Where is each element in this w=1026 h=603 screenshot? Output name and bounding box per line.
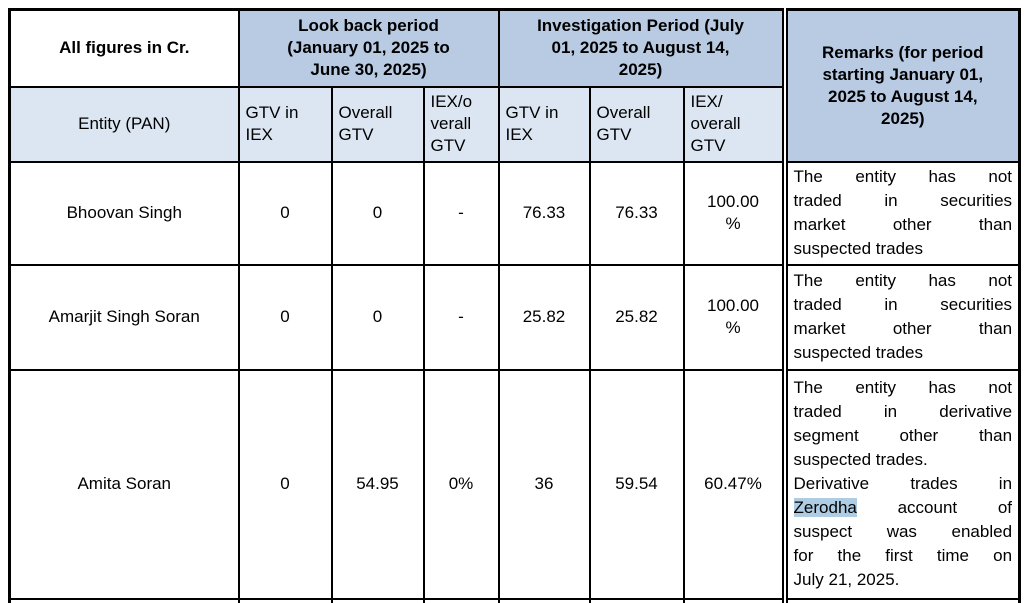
lb-overall-gtv-value: 54.95 bbox=[330, 368, 425, 600]
lb-gtv-iex-value: 0 bbox=[237, 263, 333, 371]
ip-gtv-iex-value bbox=[497, 597, 591, 603]
table-row-amita-soran: Amita Soran 0 54.95 0% 36 59.54 60.47% T… bbox=[8, 368, 1021, 600]
gtv-comparison-table: All figures in Cr. Look back period (Jan… bbox=[8, 8, 1022, 603]
remarks-line: suspected trades. bbox=[793, 450, 928, 469]
remarks-cell: The entity has not traded in securities … bbox=[781, 160, 1021, 266]
table-row-bhoovan-singh: Bhoovan Singh 0 0 - 76.33 76.33 100.00 %… bbox=[8, 160, 1021, 266]
table-row-partial bbox=[8, 597, 1021, 603]
ip-gtv-iex-value: 36 bbox=[497, 368, 591, 600]
entity-pan-header: Entity (PAN) bbox=[8, 85, 240, 163]
entity-name: Bhoovan Singh bbox=[8, 160, 240, 266]
lb-overall-gtv-value: 0 bbox=[330, 160, 425, 266]
remarks-header: Remarks (for period starting January 01,… bbox=[781, 8, 1021, 163]
lb-gtv-iex-value: 0 bbox=[237, 368, 333, 600]
ip-iex-overall-value: 100.00 % bbox=[682, 160, 786, 266]
ip-gtv-iex-value: 25.82 bbox=[497, 263, 591, 371]
remarks-line: The entity has not bbox=[793, 271, 1013, 290]
remarks-line: The entity has not bbox=[793, 167, 1013, 186]
remarks-line-rest: account of bbox=[856, 498, 1013, 517]
remarks-line: traded in securities bbox=[793, 191, 1013, 210]
investigation-gtv-iex-header: GTV in IEX bbox=[497, 85, 591, 163]
ip-iex-overall-value: 100.00 % bbox=[682, 263, 786, 371]
lb-gtv-iex-value bbox=[237, 597, 333, 603]
ip-gtv-iex-value: 76.33 bbox=[497, 160, 591, 266]
ip-overall-gtv-value: 59.54 bbox=[588, 368, 685, 600]
lb-overall-gtv-value: 0 bbox=[330, 263, 425, 371]
corner-label: All figures in Cr. bbox=[8, 8, 240, 88]
ip-iex-overall-value: 60.47% bbox=[682, 368, 786, 600]
investigation-iex-overall-header: IEX/ overall GTV bbox=[682, 85, 786, 163]
remarks-line: July 21, 2025. bbox=[793, 570, 900, 589]
lb-iex-overall-value bbox=[422, 597, 500, 603]
lookback-period-header: Look back period (January 01, 2025 to Ju… bbox=[237, 8, 500, 88]
remarks-line: traded in securities bbox=[793, 295, 1013, 314]
lb-iex-overall-value: - bbox=[422, 263, 500, 371]
remarks-line: suspect was enabled bbox=[793, 522, 1013, 541]
entity-name: Amarjit Singh Soran bbox=[8, 263, 240, 371]
remarks-line: traded in derivative bbox=[793, 402, 1013, 421]
remarks-line: suspected trades bbox=[793, 239, 923, 258]
remarks-line: market other than bbox=[793, 319, 1013, 338]
ip-iex-overall-value bbox=[682, 597, 786, 603]
remarks-cell bbox=[781, 597, 1021, 603]
lb-overall-gtv-value bbox=[330, 597, 425, 603]
entity-name: Amita Soran bbox=[8, 368, 240, 600]
entity-name bbox=[8, 597, 240, 603]
lookback-iex-overall-header: IEX/o verall GTV bbox=[422, 85, 500, 163]
table-row-amarjit-singh-soran: Amarjit Singh Soran 0 0 - 25.82 25.82 10… bbox=[8, 263, 1021, 371]
lb-iex-overall-value: 0% bbox=[422, 368, 500, 600]
lookback-gtv-iex-header: GTV in IEX bbox=[237, 85, 333, 163]
lookback-overall-gtv-header: Overall GTV bbox=[330, 85, 425, 163]
remarks-line: segment other than bbox=[793, 426, 1013, 445]
ip-overall-gtv-value: 76.33 bbox=[588, 160, 685, 266]
ip-overall-gtv-value bbox=[588, 597, 685, 603]
highlighted-text-zerodha: Zerodha bbox=[793, 498, 857, 517]
lb-gtv-iex-value: 0 bbox=[237, 160, 333, 266]
header-row-columns: Entity (PAN) GTV in IEX Overall GTV IEX/… bbox=[8, 85, 1020, 163]
remarks-line: The entity has not bbox=[793, 378, 1013, 397]
remarks-line-with-highlight: Zerodha account of bbox=[793, 496, 1013, 520]
remarks-cell: The entity has not traded in securities … bbox=[781, 263, 1021, 371]
investigation-period-header: Investigation Period (July 01, 2025 to A… bbox=[497, 8, 786, 88]
lb-iex-overall-value: - bbox=[422, 160, 500, 266]
investigation-overall-gtv-header: Overall GTV bbox=[588, 85, 685, 163]
remarks-line: market other than bbox=[793, 215, 1013, 234]
ip-overall-gtv-value: 25.82 bbox=[588, 263, 685, 371]
remarks-line: suspected trades bbox=[793, 343, 923, 362]
remarks-line: for the first time on bbox=[793, 546, 1013, 565]
header-row-groups: All figures in Cr. Look back period (Jan… bbox=[8, 8, 1021, 163]
remarks-cell: The entity has not traded in derivative … bbox=[781, 368, 1021, 600]
remarks-line: Derivative trades in bbox=[793, 474, 1013, 493]
